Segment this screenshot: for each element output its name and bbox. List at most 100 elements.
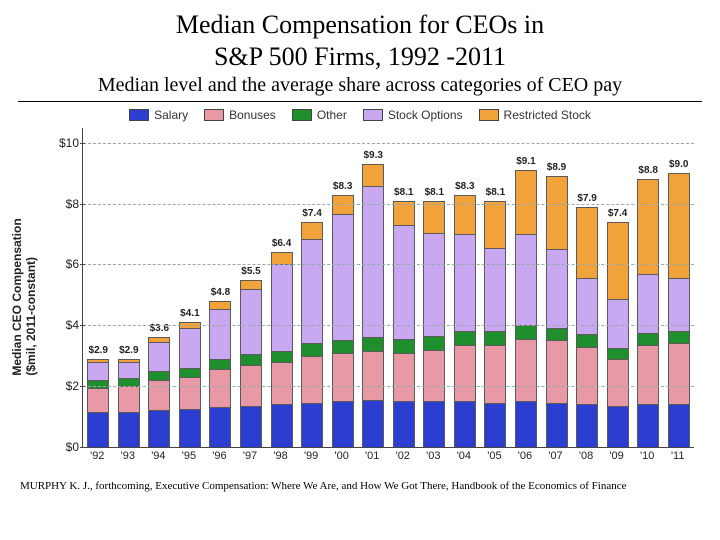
bar-segment-salary: [454, 401, 476, 447]
bar-segment-stock-options: [332, 214, 354, 340]
bar-segment-stock-options: [546, 249, 568, 328]
bar-stack: [118, 359, 140, 447]
y-axis-label-line: Median CEO Compensation: [10, 218, 24, 375]
bar-segment-restricted-stock: [301, 222, 323, 239]
bar-segment-salary: [546, 403, 568, 447]
x-tick-label: '04: [457, 450, 471, 462]
bar-segment-bonuses: [179, 377, 201, 409]
chart-plot-area: $2.9$2.9$3.6$4.1$4.8$5.5$6.4$7.4$8.3$9.3…: [82, 128, 694, 448]
bar-segment-other: [118, 378, 140, 386]
bar-stack: [515, 170, 537, 446]
bar-total-label: $9.3: [362, 150, 384, 161]
bars-layer: $2.9$2.9$3.6$4.1$4.8$5.5$6.4$7.4$8.3$9.3…: [83, 128, 694, 447]
bar: $2.9: [118, 359, 140, 447]
y-tick-mark: [80, 264, 85, 265]
bar: $7.4: [301, 222, 323, 447]
y-axis-label: Median CEO Compensation($mil, 2011-const…: [10, 218, 38, 375]
bar-segment-other: [332, 340, 354, 352]
bar-segment-bonuses: [87, 388, 109, 412]
bar-total-label: $6.4: [271, 238, 293, 249]
x-tick-label: '99: [304, 450, 318, 462]
bar-total-label: $8.3: [332, 181, 354, 192]
bar-segment-salary: [118, 412, 140, 447]
x-tick-label: '96: [212, 450, 226, 462]
bar-total-label: $8.9: [546, 162, 568, 173]
bar: $4.1: [179, 322, 201, 447]
bar-segment-salary: [87, 412, 109, 447]
bar: $8.3: [454, 195, 476, 447]
bar-segment-other: [423, 336, 445, 350]
bar: $8.1: [423, 201, 445, 447]
y-tick-label: $6: [43, 257, 79, 271]
x-tick-label: '95: [182, 450, 196, 462]
bar-total-label: $7.9: [576, 193, 598, 204]
bar-segment-other: [393, 339, 415, 353]
bar-segment-restricted-stock: [362, 164, 384, 185]
bar-segment-salary: [576, 404, 598, 447]
bar-total-label: $8.1: [423, 187, 445, 198]
gridline: [83, 325, 694, 326]
slide-title-line2: S&P 500 Firms, 1992 -2011: [18, 42, 702, 72]
bar: $7.9: [576, 207, 598, 447]
bar-segment-other: [637, 333, 659, 345]
bar-total-label: $9.1: [515, 156, 537, 167]
bar-segment-restricted-stock: [607, 222, 629, 299]
bar-segment-stock-options: [393, 225, 415, 339]
bar-total-label: $7.4: [301, 208, 323, 219]
legend-item: Other: [292, 108, 347, 122]
y-tick-mark: [80, 143, 85, 144]
bar-segment-bonuses: [118, 386, 140, 412]
bar-segment-stock-options: [454, 234, 476, 331]
bar-segment-salary: [637, 404, 659, 447]
x-tick-label: '08: [579, 450, 593, 462]
bar-segment-other: [209, 359, 231, 370]
bar-segment-salary: [240, 406, 262, 447]
bar-stack: [423, 201, 445, 447]
bar-segment-bonuses: [301, 356, 323, 403]
bar-stack: [576, 207, 598, 447]
bar-segment-salary: [179, 409, 201, 447]
bar: $9.3: [362, 164, 384, 447]
bar-segment-salary: [668, 404, 690, 447]
bar-segment-stock-options: [179, 328, 201, 367]
bar-segment-other: [607, 348, 629, 359]
x-tick-label: '11: [671, 450, 685, 462]
x-tick-label: '00: [335, 450, 349, 462]
legend-swatch: [204, 109, 224, 121]
bar-segment-bonuses: [148, 380, 170, 410]
legend-label: Salary: [154, 108, 188, 122]
bar-segment-bonuses: [332, 353, 354, 402]
y-tick-label: $0: [43, 440, 79, 454]
bar-segment-salary: [393, 401, 415, 447]
bar: $8.1: [393, 201, 415, 447]
bar-stack: [637, 179, 659, 446]
legend-item: Stock Options: [363, 108, 463, 122]
y-tick-mark: [80, 386, 85, 387]
bar-segment-restricted-stock: [454, 195, 476, 234]
bar-segment-bonuses: [668, 343, 690, 404]
y-tick-label: $10: [43, 136, 79, 150]
bar: $8.1: [484, 201, 506, 447]
source-citation: MURPHY K. J., forthcoming, Executive Com…: [20, 480, 700, 492]
bar: $8.8: [637, 179, 659, 446]
bar-segment-stock-options: [240, 289, 262, 354]
bar-segment-stock-options: [423, 233, 445, 336]
legend-item: Restricted Stock: [479, 108, 591, 122]
bar-segment-restricted-stock: [423, 201, 445, 233]
bar-segment-bonuses: [454, 345, 476, 401]
y-tick-label: $8: [43, 197, 79, 211]
legend-label: Stock Options: [388, 108, 463, 122]
legend-swatch: [363, 109, 383, 121]
bar-total-label: $8.8: [637, 165, 659, 176]
bar-total-label: $2.9: [118, 345, 140, 356]
bar-segment-stock-options: [607, 299, 629, 348]
bar-segment-stock-options: [209, 309, 231, 359]
bar-total-label: $4.8: [209, 287, 231, 298]
y-tick-label: $4: [43, 318, 79, 332]
bar-total-label: $8.3: [454, 181, 476, 192]
bar-stack: [87, 359, 109, 447]
bar: $8.3: [332, 195, 354, 447]
bar-segment-restricted-stock: [271, 252, 293, 264]
bar-segment-bonuses: [362, 351, 384, 400]
bar-segment-bonuses: [209, 369, 231, 407]
